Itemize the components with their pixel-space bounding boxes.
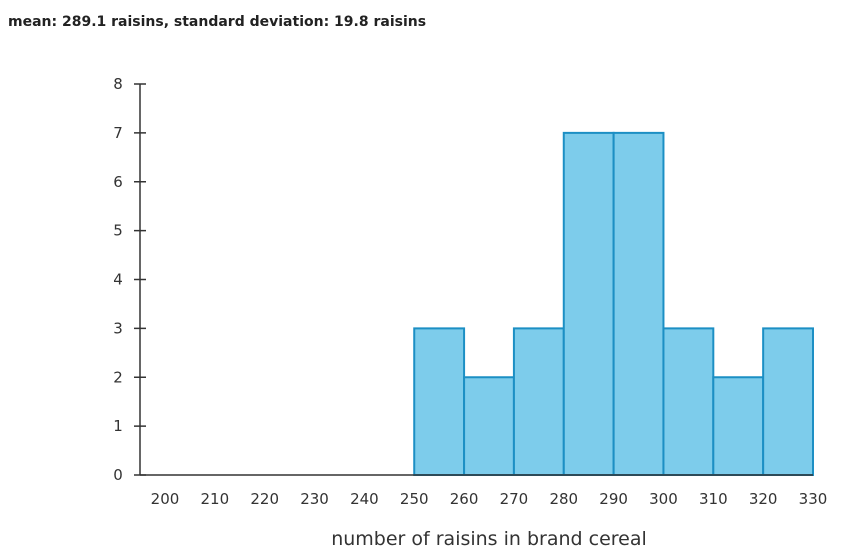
x-tick-label-220: 220 [250,490,279,508]
x-tick-label-250: 250 [400,490,429,508]
y-tick-label-5: 5 [113,222,123,240]
y-tick-label-6: 6 [113,173,123,191]
y-tick-label-3: 3 [113,319,123,337]
histogram-bar-290-300 [612,131,665,476]
histogram-bar-270-280 [512,327,565,476]
x-tick-label-310: 310 [699,490,728,508]
x-axis-title: number of raisins in brand cereal [331,528,647,550]
y-tick-label-7: 7 [113,124,123,142]
histogram-bar-260-270 [463,376,515,476]
x-tick-label-300: 300 [649,490,678,508]
y-tick-label-4: 4 [113,271,123,289]
y-tick-label-2: 2 [113,368,123,386]
x-tick-label-200: 200 [151,490,180,508]
x-tick-label-330: 330 [799,490,828,508]
y-tick-label-0: 0 [113,466,123,484]
x-tick-label-270: 270 [500,490,529,508]
x-tick-label-230: 230 [300,490,329,508]
x-tick-label-320: 320 [749,490,778,508]
x-axis: 200 210 220 230 240 250 260 270 280 290 300 310 320 3… [140,474,828,508]
y-tick-label-1: 1 [113,417,123,435]
y-tick-label-8: 8 [113,75,123,93]
chart-summary: mean: 289.1 raisins, standard deviation:… [8,14,427,30]
x-tick-label-260: 260 [450,490,479,508]
y-axis: 0 1 2 3 4 5 6 7 8 [113,75,146,484]
histogram-bar-310-320 [712,376,765,476]
histogram-bar-250-260 [413,327,466,476]
x-tick-label-210: 210 [201,490,230,508]
x-tick-label-280: 280 [549,490,578,508]
x-tick-label-290: 290 [599,490,628,508]
x-tick-label-240: 240 [350,490,379,508]
histogram-bars [413,131,815,476]
histogram-bar-280-290 [562,131,615,476]
histogram-bar-320-330 [762,327,815,476]
histogram-bar-300-310 [662,327,715,476]
